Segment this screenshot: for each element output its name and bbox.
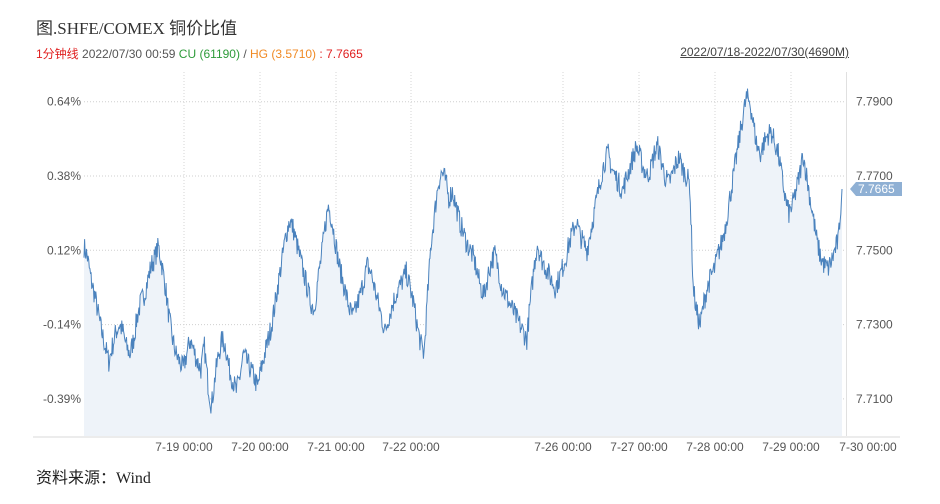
- x-axis-tick-label: 7-20 00:00: [231, 440, 289, 454]
- axes: [33, 72, 900, 438]
- quote-datetime: 2022/07/30 00:59: [82, 47, 176, 61]
- x-axis-tick-label: 7-28 00:00: [686, 440, 744, 454]
- chart-title: 图.SHFE/COMEX 铜价比值: [36, 19, 238, 38]
- plot-area: 7.7665: [83, 88, 902, 436]
- left-axis-tick-label: -0.39%: [43, 392, 81, 406]
- series-line: [83, 88, 843, 414]
- x-axis-tick-label: 7-22 00:00: [382, 440, 440, 454]
- x-axis-tick-label: 7-19 00:00: [155, 440, 213, 454]
- x-axis-tick-label: 7-27 00:00: [610, 440, 668, 454]
- separator: /: [243, 47, 247, 61]
- cu-label: CU: [178, 47, 197, 61]
- right-axis-tick-label: 7.7900: [856, 95, 893, 109]
- right-axis-tick-label: 7.7700: [856, 169, 893, 183]
- date-range-link[interactable]: 2022/07/18-2022/07/30(4690M): [680, 45, 849, 59]
- ratio-value: : 7.7665: [319, 47, 363, 61]
- last-value-tag: [850, 182, 902, 196]
- right-axis-tick-label: 7.7100: [856, 392, 893, 406]
- left-axis-tick-label: -0.14%: [43, 318, 81, 332]
- hg-value: (3.5710): [271, 47, 317, 61]
- quote-info-line: 1分钟线 2022/07/30 00:59 CU (61190) / HG (3…: [36, 45, 363, 62]
- series-area: [84, 88, 842, 436]
- axis-labels: 0.64% 7.7900 0.38% 7.7700 0.12% 7.7500 -0.14% 7…: [43, 95, 897, 454]
- cu-value: (61190): [199, 47, 240, 61]
- last-value-label: 7.7665: [858, 182, 895, 196]
- x-axis-tick-label: 7-21 00:00: [307, 440, 365, 454]
- right-axis-tick-label: 7.7500: [856, 243, 893, 257]
- source-note: 资料来源：Wind: [36, 470, 151, 487]
- left-axis-tick-label: 0.64%: [47, 95, 81, 109]
- x-axis-tick-label: 7-29 00:00: [762, 440, 820, 454]
- hg-label: HG: [250, 47, 268, 61]
- left-axis-tick-label: 0.12%: [47, 243, 81, 257]
- right-axis-tick-label: 7.7300: [856, 318, 893, 332]
- x-axis-tick-label: 7-26 00:00: [534, 440, 592, 454]
- period-label: 1分钟线: [36, 47, 79, 61]
- x-axis-tick-label: 7-30 00:00: [839, 440, 897, 454]
- left-axis-tick-label: 0.38%: [47, 169, 81, 183]
